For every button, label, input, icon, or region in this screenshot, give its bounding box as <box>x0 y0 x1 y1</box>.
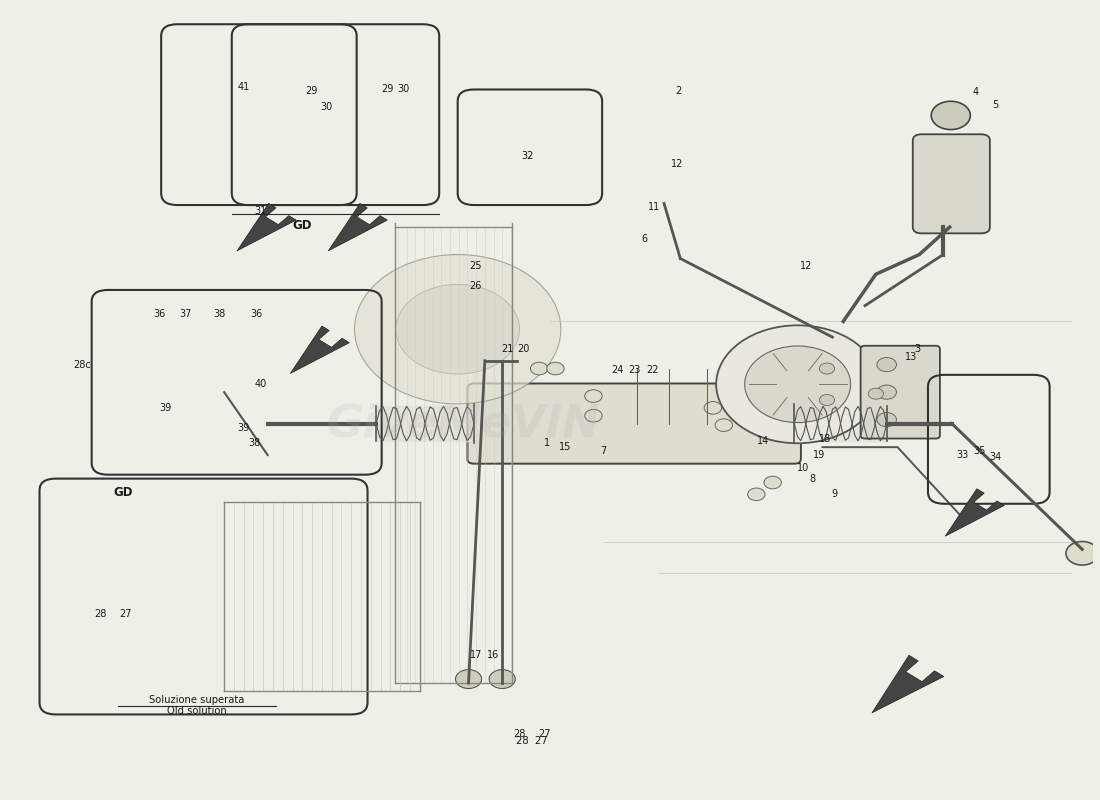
Text: 28  27: 28 27 <box>516 736 548 746</box>
Text: 33: 33 <box>957 450 969 460</box>
Circle shape <box>547 362 564 375</box>
Text: 35: 35 <box>972 446 986 456</box>
Text: 20: 20 <box>518 344 530 354</box>
FancyBboxPatch shape <box>468 383 801 464</box>
Circle shape <box>585 390 602 402</box>
Text: 29: 29 <box>381 85 394 94</box>
Circle shape <box>1066 542 1099 565</box>
Circle shape <box>585 410 602 422</box>
Text: 41: 41 <box>238 82 250 92</box>
Text: 26: 26 <box>469 281 481 291</box>
Text: 36: 36 <box>153 309 165 318</box>
Polygon shape <box>945 489 1004 536</box>
Circle shape <box>354 254 561 404</box>
Text: 4: 4 <box>972 87 979 97</box>
Text: 15: 15 <box>559 442 571 452</box>
Text: 28: 28 <box>514 729 526 739</box>
Text: 10: 10 <box>796 463 810 474</box>
Text: 30: 30 <box>320 102 332 112</box>
Text: GD: GD <box>113 486 133 499</box>
Text: 34: 34 <box>989 452 1001 462</box>
Circle shape <box>396 285 519 374</box>
Circle shape <box>530 362 548 375</box>
Circle shape <box>820 363 835 374</box>
Text: 14: 14 <box>757 436 769 446</box>
Text: 9: 9 <box>832 490 837 499</box>
Polygon shape <box>328 203 387 251</box>
Polygon shape <box>290 326 350 374</box>
Text: 5: 5 <box>992 100 999 110</box>
Circle shape <box>932 102 970 130</box>
Circle shape <box>877 413 896 426</box>
Text: 30: 30 <box>397 85 409 94</box>
Text: 17: 17 <box>470 650 482 661</box>
Polygon shape <box>236 203 296 251</box>
Polygon shape <box>872 655 944 713</box>
Text: GD: GD <box>293 219 312 232</box>
Circle shape <box>868 388 883 399</box>
Text: 1: 1 <box>543 438 550 448</box>
Text: 16: 16 <box>487 650 499 661</box>
Text: 38: 38 <box>249 438 261 448</box>
Text: 37: 37 <box>179 309 191 318</box>
Text: 28: 28 <box>95 609 107 619</box>
Text: 2: 2 <box>675 86 681 96</box>
Circle shape <box>745 346 850 422</box>
Text: 36: 36 <box>251 309 263 318</box>
Text: 11: 11 <box>648 202 660 213</box>
FancyBboxPatch shape <box>913 134 990 234</box>
Circle shape <box>877 385 896 399</box>
Circle shape <box>455 670 482 689</box>
Circle shape <box>704 402 722 414</box>
Text: 19: 19 <box>813 450 825 460</box>
Text: 27: 27 <box>538 729 551 739</box>
Text: 8: 8 <box>810 474 816 484</box>
Text: 31: 31 <box>254 206 266 216</box>
Circle shape <box>748 488 766 501</box>
Text: 40: 40 <box>255 379 267 390</box>
Text: 24: 24 <box>612 365 624 375</box>
Circle shape <box>490 670 515 689</box>
Text: 27: 27 <box>119 609 132 619</box>
Text: 6: 6 <box>641 234 648 244</box>
Text: Soluzione superata: Soluzione superata <box>150 695 244 705</box>
Text: 13: 13 <box>904 352 916 362</box>
FancyBboxPatch shape <box>860 346 939 438</box>
Text: 29: 29 <box>305 86 317 96</box>
Text: 3: 3 <box>914 344 921 354</box>
Text: 22: 22 <box>646 365 658 375</box>
Text: Old solution: Old solution <box>167 706 227 716</box>
Circle shape <box>716 326 879 443</box>
Text: 38: 38 <box>213 309 226 318</box>
Text: 28c: 28c <box>73 360 91 370</box>
Circle shape <box>877 358 896 372</box>
Text: 7: 7 <box>601 446 606 456</box>
Text: 39: 39 <box>160 403 172 413</box>
Text: 12: 12 <box>800 262 813 271</box>
Text: 21: 21 <box>502 344 514 354</box>
Text: 32: 32 <box>521 151 534 162</box>
Text: 23: 23 <box>628 365 641 375</box>
Text: 18: 18 <box>818 434 830 444</box>
Circle shape <box>715 419 733 431</box>
Circle shape <box>820 394 835 406</box>
Text: 25: 25 <box>469 262 482 271</box>
Text: 39: 39 <box>238 422 250 433</box>
Text: 12: 12 <box>671 159 683 169</box>
Text: GiveMeVIN: GiveMeVIN <box>327 402 600 445</box>
Circle shape <box>764 476 781 489</box>
